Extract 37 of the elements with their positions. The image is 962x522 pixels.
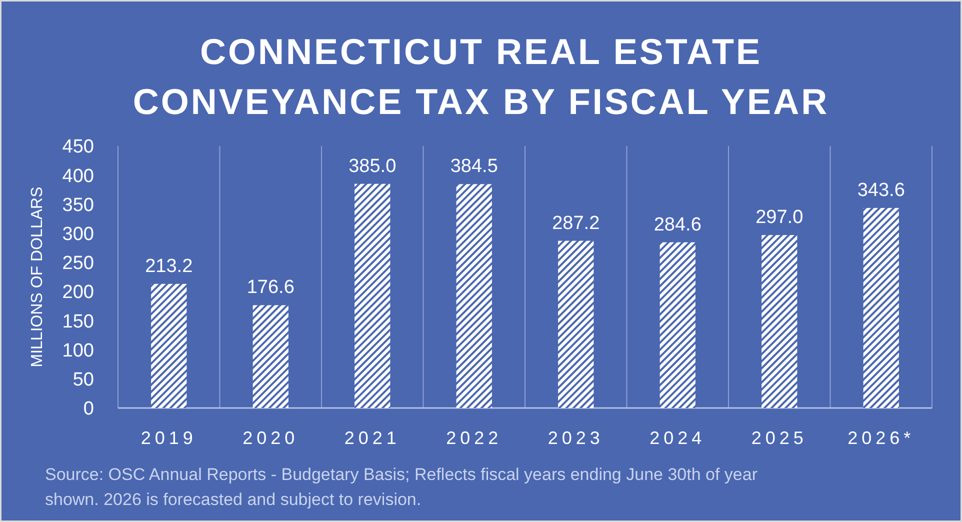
y-tick-label: 150 [62, 311, 94, 332]
x-tick-label: 2025 [751, 428, 808, 448]
data-label: 213.2 [145, 256, 193, 277]
y-tick-label: 350 [62, 194, 94, 216]
source-note: Source: OSC Annual Reports - Budgetary Basis; Reflects fiscal years ending June 30th of year shown. 2026 is forecasted and subject to revision. [45, 465, 758, 509]
y-tick-label: 400 [62, 166, 94, 187]
y-tick-label: 100 [62, 340, 94, 362]
x-tick-label: 2020 [242, 428, 299, 448]
data-label: 287.2 [552, 212, 600, 234]
x-tick-label: 2023 [548, 428, 604, 448]
x-tick-label: 2026* [848, 428, 915, 448]
y-tick-label: 0 [83, 398, 94, 420]
x-tick-label: 2022 [446, 428, 502, 448]
bar [151, 284, 187, 408]
y-tick-label: 50 [72, 370, 94, 391]
data-label: 284.6 [654, 214, 702, 236]
bar [456, 184, 492, 408]
chart-title: CONNECTICUT REAL ESTATE CONVEYANCE TAX BY FISCAL YEAR [132, 31, 830, 122]
data-label: 343.6 [857, 180, 905, 201]
data-label: 176.6 [246, 277, 294, 298]
data-label: 385.0 [348, 156, 396, 177]
x-tick-label: 2021 [344, 428, 400, 448]
data-label: 297.0 [756, 207, 804, 228]
bar [252, 305, 288, 408]
bar [660, 242, 696, 408]
x-tick-label: 2019 [140, 428, 197, 448]
y-tick-label: 200 [62, 282, 94, 304]
y-tick-label: 450 [62, 136, 94, 158]
bar [354, 184, 390, 408]
x-tick-label: 2024 [650, 428, 706, 448]
y-tick-label: 250 [62, 253, 94, 274]
y-tick-label: 300 [62, 224, 94, 245]
bar [558, 240, 594, 408]
y-axis-title: MILLIONS OF DOLLARS [29, 186, 46, 368]
bar [863, 208, 899, 408]
bar [762, 235, 798, 408]
data-label: 384.5 [450, 156, 498, 178]
